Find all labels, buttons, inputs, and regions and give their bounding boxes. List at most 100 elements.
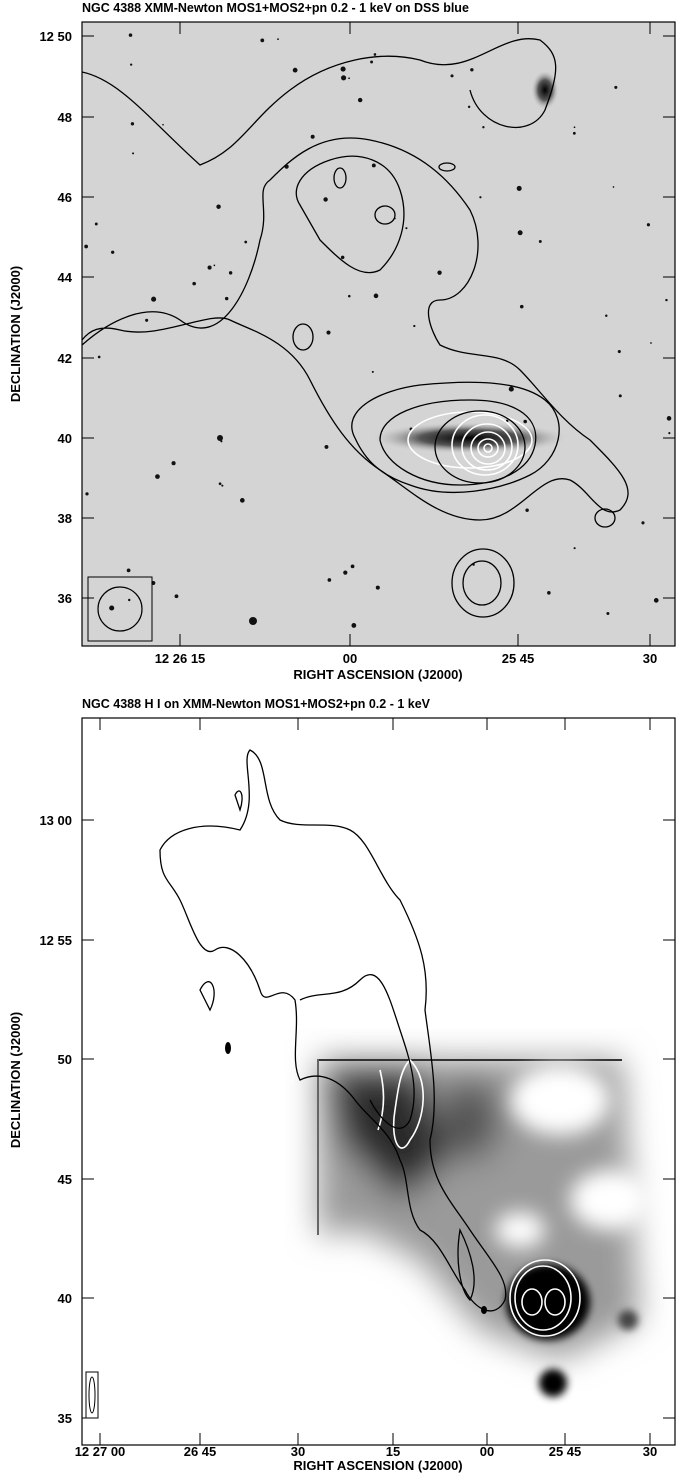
- x-tick-label: 30: [291, 1444, 305, 1459]
- star: [467, 105, 471, 109]
- star: [618, 394, 622, 398]
- star: [324, 444, 329, 449]
- star: [373, 293, 379, 299]
- y-tick-label: 36: [58, 591, 72, 606]
- star: [326, 330, 331, 335]
- x-axis-label: RIGHT ASCENSION (J2000): [293, 667, 462, 682]
- star: [327, 578, 332, 582]
- star: [151, 296, 157, 302]
- x-tick-label: 12 26 15: [155, 651, 206, 666]
- star: [450, 74, 454, 78]
- y-tick-label: 13 00: [39, 813, 72, 828]
- star: [127, 598, 131, 602]
- star: [249, 617, 257, 625]
- star: [94, 222, 98, 226]
- star: [370, 60, 374, 64]
- y-tick-label: 50: [58, 1052, 72, 1067]
- star: [292, 67, 298, 73]
- star: [145, 318, 149, 322]
- star: [218, 482, 222, 486]
- y-axis-label: DECLINATION (J2000): [8, 1012, 23, 1148]
- star: [371, 163, 376, 168]
- star: [340, 255, 345, 260]
- star: [162, 123, 164, 126]
- y-tick-label: 38: [58, 511, 72, 526]
- star: [351, 623, 357, 628]
- xray-image: [85, 749, 650, 1419]
- star: [482, 126, 485, 129]
- star: [573, 547, 576, 550]
- x-tick-label: 00: [343, 651, 357, 666]
- star: [348, 77, 350, 80]
- frame: [81, 21, 676, 647]
- star: [244, 240, 248, 244]
- star: [217, 435, 223, 441]
- y-tick-label: 48: [58, 110, 72, 125]
- star: [128, 33, 133, 37]
- star: [547, 591, 551, 595]
- star: [85, 492, 89, 496]
- frame: [81, 717, 676, 1446]
- star: [573, 126, 576, 129]
- x-tick-label: 26 45: [184, 1444, 217, 1459]
- star: [373, 53, 377, 56]
- star: [375, 585, 380, 590]
- star: [260, 38, 265, 43]
- star: [641, 521, 645, 525]
- star: [97, 355, 101, 359]
- star: [357, 97, 363, 103]
- star: [130, 63, 133, 66]
- y-tick-label: 12 55: [39, 933, 72, 948]
- star: [612, 186, 615, 188]
- x-tick-label: 12 27 00: [75, 1444, 126, 1459]
- star: [340, 66, 346, 72]
- star: [665, 298, 668, 302]
- star: [323, 197, 328, 202]
- star: [126, 568, 131, 573]
- star: [213, 264, 216, 267]
- star: [155, 474, 160, 479]
- y-axis-label: DECLINATION (J2000): [8, 266, 23, 402]
- x-tick-label: 25 45: [502, 651, 535, 666]
- star: [405, 227, 408, 230]
- star: [111, 250, 115, 254]
- star: [348, 294, 351, 298]
- star: [614, 85, 618, 89]
- star: [606, 612, 610, 616]
- star: [479, 196, 482, 199]
- star: [666, 416, 672, 421]
- star: [371, 370, 374, 373]
- star: [646, 223, 651, 227]
- star: [130, 122, 135, 126]
- y-tick-label: 44: [58, 270, 73, 285]
- star: [109, 605, 115, 611]
- star: [572, 131, 576, 135]
- star: [517, 230, 523, 236]
- star: [192, 281, 196, 286]
- star: [538, 240, 542, 243]
- star: [605, 314, 608, 317]
- star: [207, 265, 212, 270]
- dss-image: [82, 22, 675, 646]
- star: [437, 270, 442, 275]
- star: [516, 185, 522, 191]
- star: [341, 75, 347, 81]
- star: [525, 508, 529, 512]
- y-tick-label: 12 50: [39, 29, 72, 44]
- star: [239, 498, 245, 503]
- star: [221, 484, 224, 487]
- x-tick-label: 30: [643, 1444, 657, 1459]
- y-tick-label: 45: [58, 1172, 72, 1187]
- x-tick-label: 15: [386, 1444, 400, 1459]
- star: [653, 598, 659, 603]
- star: [413, 324, 416, 328]
- star: [650, 342, 652, 344]
- star: [171, 461, 176, 466]
- star: [508, 386, 514, 392]
- y-tick-label: 42: [58, 351, 72, 366]
- panel-title: NGC 4388 XMM-Newton MOS1+MOS2+pn 0.2 - 1…: [82, 1, 469, 15]
- star: [617, 349, 621, 354]
- star: [350, 564, 355, 569]
- star: [343, 570, 348, 575]
